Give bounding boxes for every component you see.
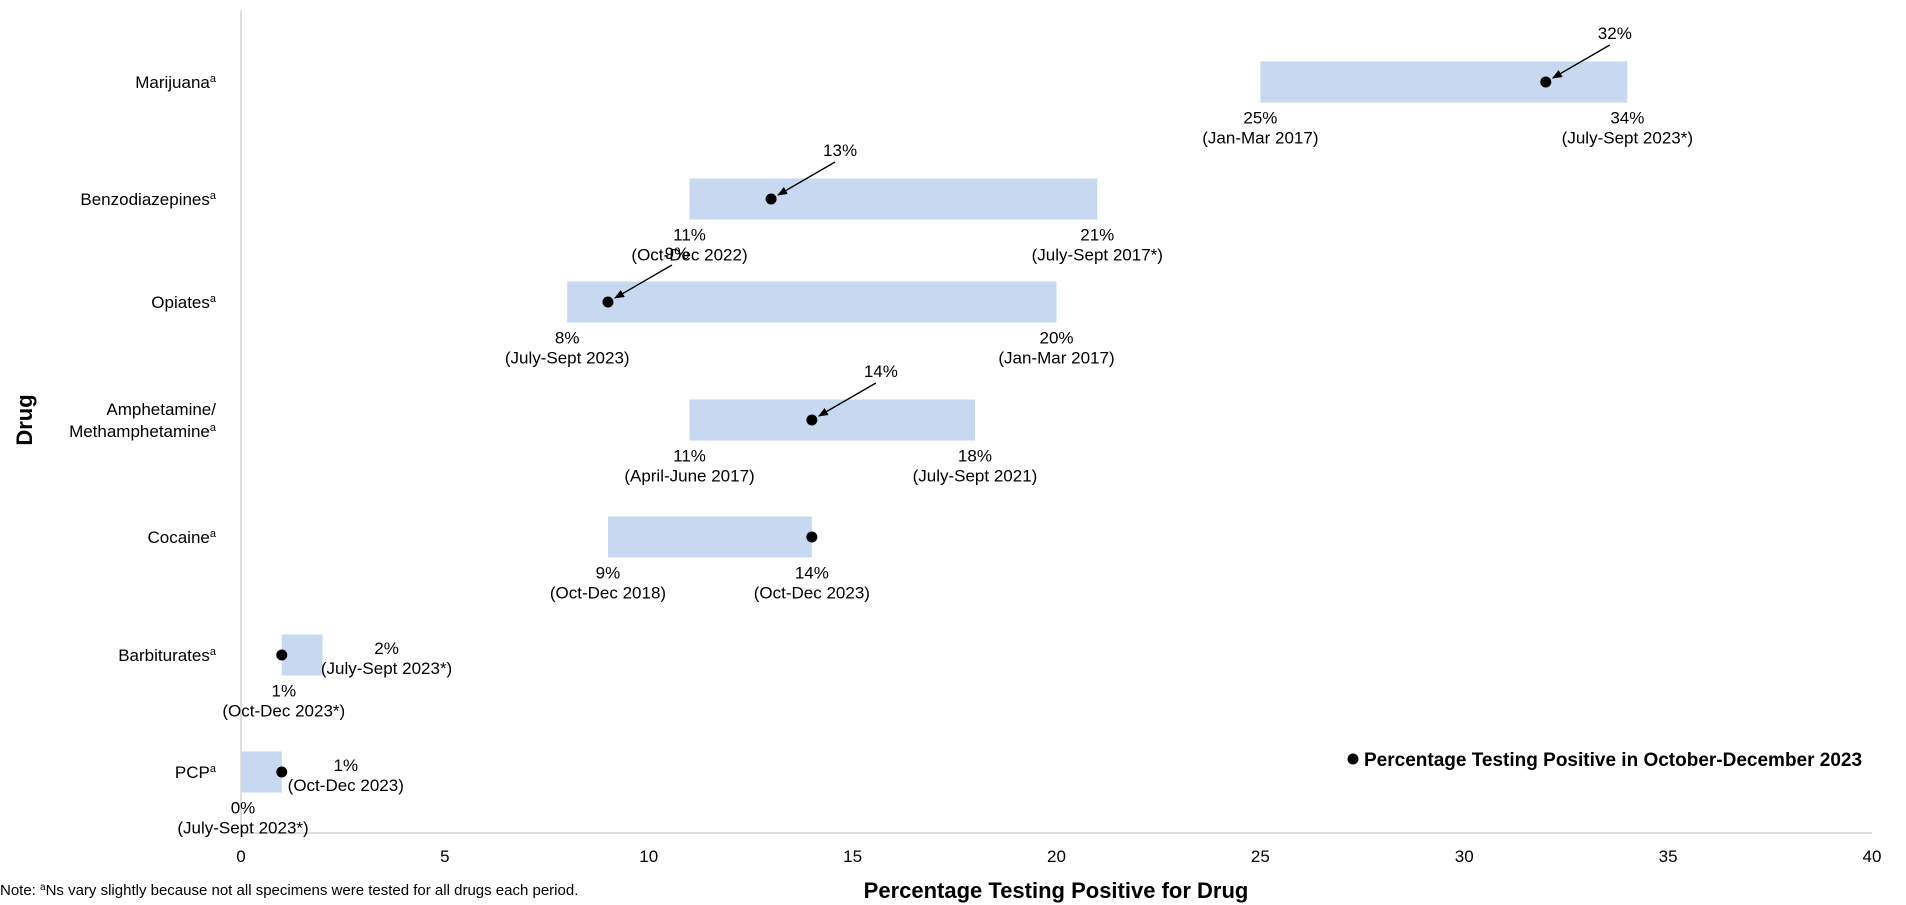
category-label-text: Methamphetamine <box>69 422 210 441</box>
max-period-label: (Oct-Dec 2023) <box>754 584 870 603</box>
footnote-text: Ns vary slightly because not all specime… <box>46 882 579 899</box>
max-value-label: 21% <box>1080 226 1114 245</box>
min-value-label: 11% <box>673 226 706 245</box>
current-value-label: 14% <box>864 362 898 381</box>
max-value-label: 20% <box>1039 329 1073 348</box>
range-bar <box>567 281 1057 323</box>
min-period-label: (April-June 2017) <box>624 467 754 486</box>
x-tick-label: 0 <box>236 847 245 866</box>
min-period-label: (Jan-Mar 2017) <box>1202 129 1318 148</box>
min-value-label: 8% <box>555 329 580 348</box>
current-value-point <box>276 766 288 778</box>
category-label-text: PCP <box>175 763 210 782</box>
category-label-text: Cocaine <box>148 528 210 547</box>
callout-arrow <box>1551 44 1611 79</box>
x-axis-title: Percentage Testing Positive for Drug <box>864 878 1249 903</box>
callout-arrow <box>817 382 877 417</box>
range-bar <box>689 399 975 441</box>
current-value-point <box>806 414 818 426</box>
current-value-label: 32% <box>1598 24 1632 43</box>
max-period-label: (Jan-Mar 2017) <box>998 349 1114 368</box>
current-value-point <box>765 193 777 205</box>
x-tick-label: 15 <box>843 847 862 866</box>
legend-label: Percentage Testing Positive in October-D… <box>1364 750 1862 771</box>
category-label-superscript: a <box>210 528 217 540</box>
y-axis-title: Drug <box>12 394 37 445</box>
min-period-label: (Oct-Dec 2023*) <box>222 702 345 721</box>
x-tick-label: 30 <box>1455 847 1474 866</box>
max-period-label: (July-Sept 2017*) <box>1032 246 1163 265</box>
callout-arrow <box>777 161 836 196</box>
category-label-text: Benzodiazepines <box>80 190 209 209</box>
max-period-label: (July-Sept 2021) <box>913 467 1038 486</box>
x-tick-label: 5 <box>440 847 449 866</box>
min-period-label: (Oct-Dec 2022) <box>631 246 747 265</box>
x-tick-label: 40 <box>1863 847 1882 866</box>
max-value-label: 1% <box>333 756 358 775</box>
min-value-label: 25% <box>1243 109 1277 128</box>
category-label: Marijuanaa <box>135 73 217 92</box>
current-value-label: 13% <box>823 141 857 160</box>
min-period-label: (Oct-Dec 2018) <box>550 584 666 603</box>
callout-arrow <box>614 264 673 299</box>
category-label: PCPa <box>175 763 217 782</box>
current-value-point <box>806 531 818 543</box>
category-label-superscript: a <box>210 190 217 202</box>
category-label-text: Marijuana <box>135 73 210 92</box>
max-value-label: 34% <box>1610 109 1644 128</box>
range-bar <box>281 634 323 676</box>
x-tick-label: 20 <box>1047 847 1066 866</box>
current-value-point <box>602 296 614 308</box>
category-label-superscript: a <box>210 646 217 658</box>
category-label-superscript: a <box>210 422 217 434</box>
footnote-prefix: Note: <box>0 882 40 899</box>
x-tick-label: 25 <box>1251 847 1270 866</box>
max-period-label: (July-Sept 2023*) <box>321 659 452 678</box>
category-label-superscript: a <box>210 763 217 775</box>
category-label-text: Amphetamine/ <box>106 400 216 419</box>
min-period-label: (July-Sept 2023*) <box>177 819 308 838</box>
footnote: Note: aNs vary slightly because not all … <box>0 882 578 900</box>
min-value-label: 0% <box>231 799 256 818</box>
category-label: Barbituratesa <box>118 646 217 665</box>
max-period-label: (Oct-Dec 2023) <box>288 776 404 795</box>
category-label: Opiatesa <box>151 293 217 312</box>
plot-area: 0 5 10 15 20 25 30 35 40Marijuanaa34%(July-Sept … <box>69 10 1881 866</box>
current-value-point <box>276 649 288 661</box>
min-value-label: 1% <box>271 682 296 701</box>
current-value-label: 9% <box>665 244 690 263</box>
max-value-label: 18% <box>958 447 992 466</box>
range-bar <box>689 178 1098 220</box>
min-value-label: 9% <box>596 564 621 583</box>
category-label-text: Opiates <box>151 293 210 312</box>
range-bar <box>607 516 812 558</box>
x-tick-label: 35 <box>1659 847 1678 866</box>
category-label-superscript: a <box>210 73 217 85</box>
range-bar <box>241 751 282 793</box>
footnote-superscript: a <box>40 882 46 893</box>
legend: Percentage Testing Positive in October-D… <box>1347 750 1862 771</box>
range-bar <box>1260 61 1628 103</box>
min-value-label: 11% <box>673 447 706 466</box>
max-period-label: (July-Sept 2023*) <box>1562 129 1693 148</box>
x-tick-label: 10 <box>639 847 658 866</box>
category-label-text: Barbiturates <box>118 646 210 665</box>
category-label: Amphetamine/ <box>106 400 216 419</box>
legend-marker <box>1347 753 1359 765</box>
max-value-label: 14% <box>795 564 829 583</box>
category-label-superscript: a <box>210 293 217 305</box>
category-label: Cocainea <box>148 528 217 547</box>
max-value-label: 2% <box>374 639 399 658</box>
category-label: Benzodiazepinesa <box>80 190 216 209</box>
min-period-label: (July-Sept 2023) <box>505 349 630 368</box>
category-label: Methamphetaminea <box>69 422 217 441</box>
current-value-point <box>1540 76 1552 88</box>
